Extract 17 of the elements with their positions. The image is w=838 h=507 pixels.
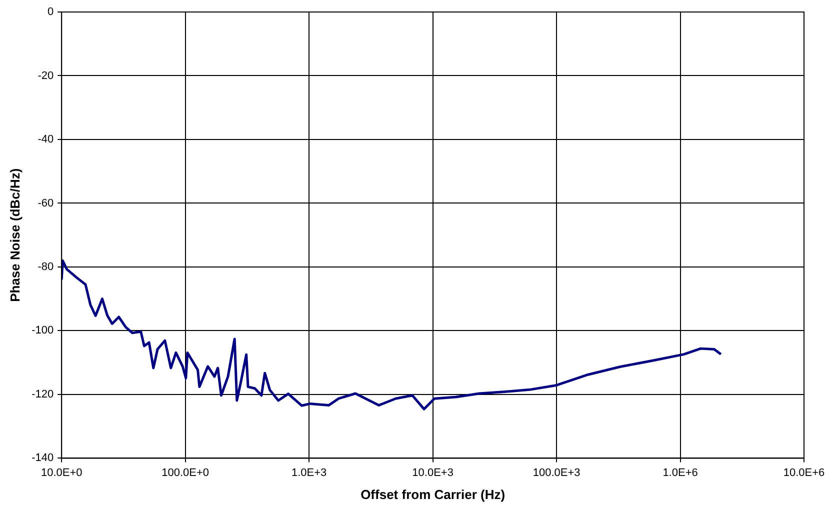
y-tick-label: -40: [38, 134, 54, 146]
x-tick-label: 1.0E+6: [662, 466, 698, 479]
y-tick-label: 0: [47, 6, 54, 18]
y-tick-label: -140: [32, 452, 54, 464]
x-tick-label: 10.0E+0: [40, 466, 82, 479]
y-axis-title: Phase Noise (dBc/Hz): [7, 168, 22, 302]
x-tick-label: 10.0E+6: [783, 466, 825, 479]
x-tick-label: 1.0E+3: [291, 466, 327, 479]
x-tick-label: 100.0E+3: [532, 466, 580, 479]
y-tick-label: -100: [32, 324, 54, 337]
x-tick-label: 10.0E+3: [412, 466, 454, 479]
y-tick-label: -60: [38, 197, 54, 210]
x-tick-label: 100.0E+0: [162, 466, 210, 479]
x-axis-title: Offset from Carrier (Hz): [360, 486, 506, 502]
y-tick-label: -80: [38, 261, 54, 274]
y-tick-label: -120: [32, 388, 54, 400]
y-tick-label: -20: [38, 70, 54, 82]
